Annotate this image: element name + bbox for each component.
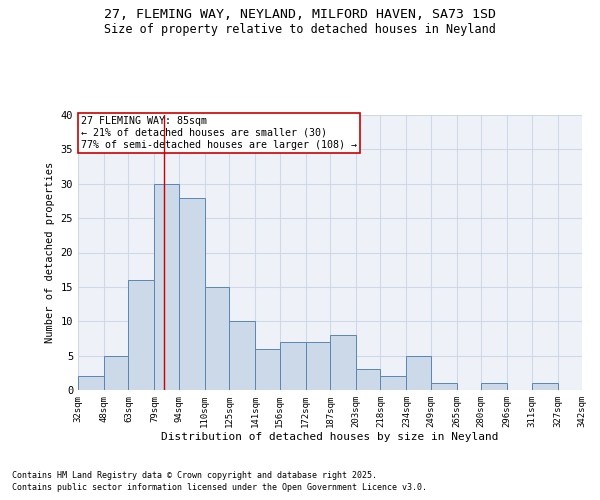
Bar [154, 184, 179, 390]
Text: 27 FLEMING WAY: 85sqm
← 21% of detached houses are smaller (30)
77% of semi-deta: 27 FLEMING WAY: 85sqm ← 21% of detached … [80, 116, 356, 150]
Bar [431, 383, 457, 390]
Bar [380, 376, 406, 390]
Bar [532, 383, 557, 390]
Text: Contains public sector information licensed under the Open Government Licence v3: Contains public sector information licen… [12, 484, 427, 492]
Bar [330, 335, 356, 390]
Bar [179, 198, 205, 390]
Text: Size of property relative to detached houses in Neyland: Size of property relative to detached ho… [104, 22, 496, 36]
Bar [305, 342, 330, 390]
Text: Distribution of detached houses by size in Neyland: Distribution of detached houses by size … [161, 432, 499, 442]
Text: 27, FLEMING WAY, NEYLAND, MILFORD HAVEN, SA73 1SD: 27, FLEMING WAY, NEYLAND, MILFORD HAVEN,… [104, 8, 496, 20]
Text: Contains HM Land Registry data © Crown copyright and database right 2025.: Contains HM Land Registry data © Crown c… [12, 471, 377, 480]
Bar [582, 383, 600, 390]
Bar [104, 356, 128, 390]
Bar [229, 322, 255, 390]
Bar [406, 356, 431, 390]
Bar [356, 370, 380, 390]
Y-axis label: Number of detached properties: Number of detached properties [45, 162, 55, 343]
Bar [481, 383, 507, 390]
Bar [205, 287, 229, 390]
Bar [280, 342, 305, 390]
Bar [78, 376, 104, 390]
Bar [128, 280, 154, 390]
Bar [255, 349, 280, 390]
